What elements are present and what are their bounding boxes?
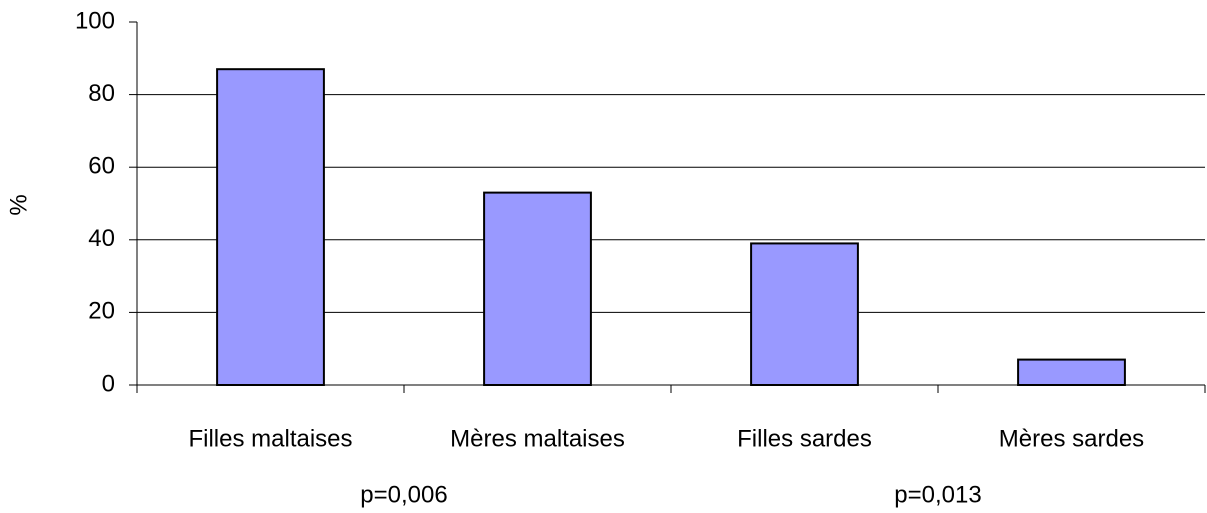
bar bbox=[750, 242, 859, 386]
x-tick-label: Mères maltaises bbox=[450, 425, 625, 452]
y-tick-label: 20 bbox=[88, 298, 115, 325]
x-tick-label: Filles maltaises bbox=[188, 425, 352, 452]
annotation: p=0,013 bbox=[894, 481, 981, 508]
y-tick-label: 60 bbox=[88, 153, 115, 180]
bar bbox=[216, 68, 325, 386]
bar bbox=[1017, 358, 1126, 386]
x-tick-label: Filles sardes bbox=[737, 425, 872, 452]
x-tick-label: Mères sardes bbox=[999, 425, 1144, 452]
y-tick-label: 80 bbox=[88, 80, 115, 107]
y-tick-label: 0 bbox=[102, 370, 115, 397]
annotation: p=0,006 bbox=[360, 481, 447, 508]
y-tick-label: 100 bbox=[75, 7, 115, 34]
y-axis-label: % bbox=[5, 194, 32, 215]
y-tick-label: 40 bbox=[88, 225, 115, 252]
bar bbox=[483, 191, 592, 386]
